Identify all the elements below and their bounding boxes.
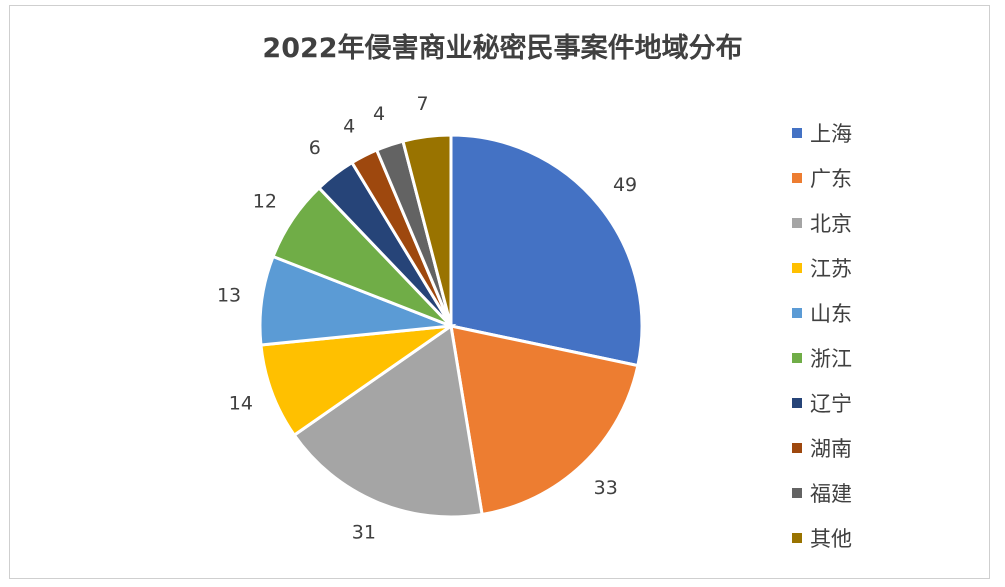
pie-slice-广东 xyxy=(449,324,640,517)
legend-label: 辽宁 xyxy=(810,391,852,416)
legend-label: 广东 xyxy=(810,166,852,191)
legend-swatch xyxy=(792,397,802,408)
pie-slice-北京 xyxy=(292,323,484,519)
pie-slice-江苏 xyxy=(259,323,457,438)
chart-legend: 上海广东北京江苏山东浙江辽宁湖南福建其他 xyxy=(792,110,852,560)
data-label-北京: 31 xyxy=(352,521,376,543)
legend-item-浙江: 浙江 xyxy=(792,335,852,380)
data-label-广东: 33 xyxy=(594,477,618,499)
data-label-山东: 13 xyxy=(217,285,241,307)
legend-item-广东: 广东 xyxy=(792,155,852,200)
legend-label: 山东 xyxy=(810,301,852,326)
data-label-福建: 4 xyxy=(373,103,385,125)
legend-swatch xyxy=(792,127,802,138)
data-label-湖南: 4 xyxy=(343,116,355,138)
legend-item-北京: 北京 xyxy=(792,200,852,245)
legend-item-其他: 其他 xyxy=(792,515,852,560)
data-label-浙江: 12 xyxy=(253,190,277,212)
legend-label: 上海 xyxy=(810,121,852,146)
legend-item-湖南: 湖南 xyxy=(792,425,852,470)
legend-swatch xyxy=(792,307,802,318)
legend-swatch xyxy=(792,442,802,453)
pie-slice-其他 xyxy=(401,133,453,327)
legend-item-上海: 上海 xyxy=(792,110,852,155)
legend-swatch xyxy=(792,532,802,543)
legend-label: 福建 xyxy=(810,481,852,506)
legend-item-江苏: 江苏 xyxy=(792,245,852,290)
data-label-其他: 7 xyxy=(417,93,429,115)
legend-swatch xyxy=(792,217,802,228)
legend-item-山东: 山东 xyxy=(792,290,852,335)
legend-swatch xyxy=(792,262,802,273)
legend-swatch xyxy=(792,352,802,363)
data-label-辽宁: 6 xyxy=(309,137,321,159)
legend-item-福建: 福建 xyxy=(792,470,852,515)
legend-label: 北京 xyxy=(810,211,852,236)
chart-title: 2022年侵害商业秘密民事案件地域分布 xyxy=(262,33,743,64)
data-label-江苏: 14 xyxy=(229,393,253,415)
data-label-上海: 49 xyxy=(613,174,637,196)
legend-label: 湖南 xyxy=(810,436,852,461)
legend-item-辽宁: 辽宁 xyxy=(792,380,852,425)
legend-label: 其他 xyxy=(810,526,852,551)
legend-label: 浙江 xyxy=(810,346,852,371)
pie-slice-上海 xyxy=(449,133,644,368)
legend-swatch xyxy=(792,172,802,183)
legend-label: 江苏 xyxy=(810,256,852,281)
legend-swatch xyxy=(792,487,802,498)
